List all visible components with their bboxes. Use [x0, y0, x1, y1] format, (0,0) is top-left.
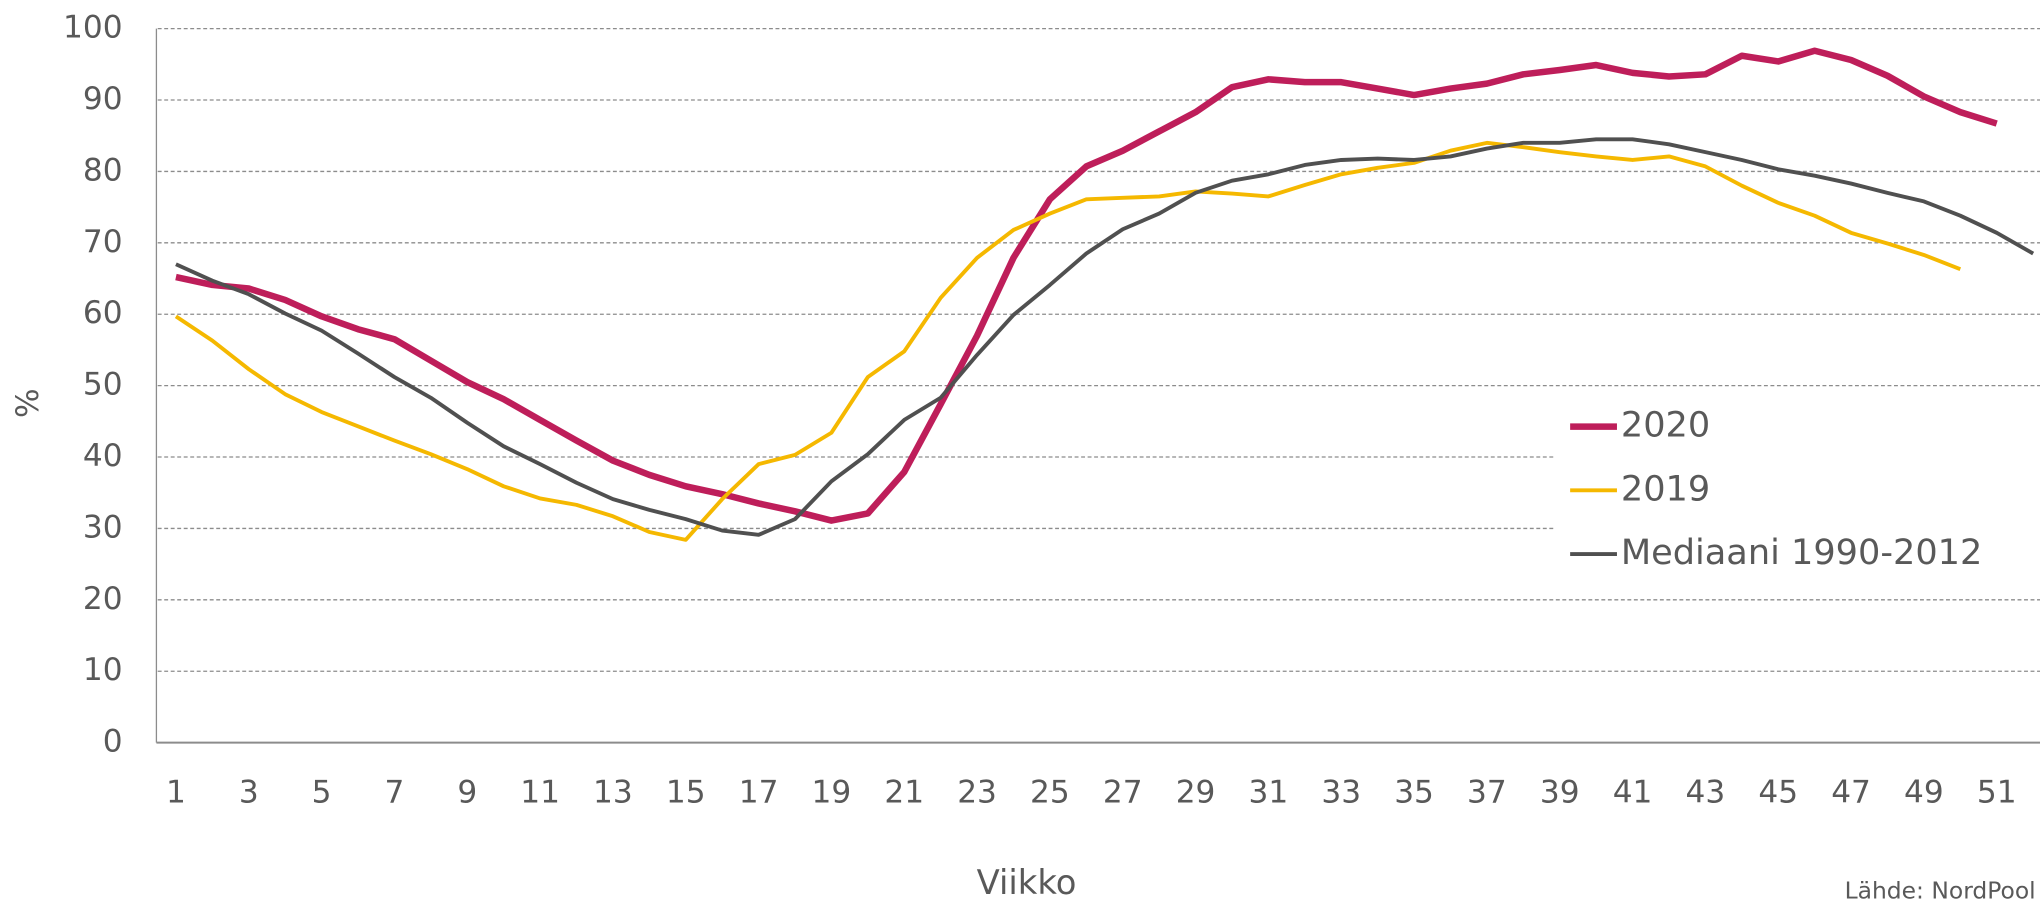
x-tick-label: 27 — [1103, 774, 1143, 810]
y-tick-label: 70 — [83, 224, 123, 260]
y-tick-label: 10 — [83, 652, 123, 688]
y-tick-label: 20 — [83, 581, 123, 617]
x-tick-label: 1 — [166, 774, 186, 810]
y-axis-label: % — [10, 388, 46, 418]
y-tick-label: 100 — [63, 10, 123, 46]
x-tick-label: 13 — [593, 774, 633, 810]
legend-label: 2019 — [1621, 468, 1710, 509]
source-note: Lähde: NordPool — [1845, 877, 2036, 900]
legend-label: Mediaani 1990-2012 — [1621, 532, 1983, 573]
series-line — [175, 137, 2035, 537]
x-tick-label: 15 — [666, 774, 706, 810]
x-tick-label: 11 — [520, 774, 560, 810]
y-tick-label: 30 — [83, 509, 123, 545]
x-tick-label: 45 — [1758, 774, 1798, 810]
x-tick-label: 19 — [812, 774, 852, 810]
x-tick-label: 35 — [1394, 774, 1434, 810]
x-tick-label: 33 — [1321, 774, 1361, 810]
x-tick-label: 39 — [1540, 774, 1580, 810]
y-tick-label: 40 — [83, 438, 123, 474]
x-tick-label: 21 — [884, 774, 924, 810]
series-line — [175, 47, 1998, 524]
x-tick-label: 23 — [957, 774, 997, 810]
y-tick-label: 0 — [103, 724, 123, 760]
x-tick-label: 37 — [1467, 774, 1507, 810]
x-tick-label: 29 — [1176, 774, 1216, 810]
x-tick-label: 3 — [239, 774, 259, 810]
x-tick-label: 43 — [1686, 774, 1726, 810]
y-tick-label: 60 — [83, 295, 123, 331]
x-tick-label: 17 — [739, 774, 779, 810]
x-tick-label: 31 — [1249, 774, 1289, 810]
x-tick-label: 41 — [1613, 774, 1653, 810]
x-tick-label: 9 — [457, 774, 477, 810]
x-axis-label: Viikko — [977, 863, 1077, 900]
series-line — [174, 140, 1962, 542]
y-tick-label: 90 — [83, 81, 123, 117]
x-tick-label: 7 — [384, 774, 404, 810]
x-tick-label: 49 — [1904, 774, 1944, 810]
legend-label: 2020 — [1621, 405, 1710, 446]
y-tick-label: 50 — [83, 367, 123, 403]
x-tick-label: 5 — [312, 774, 332, 810]
x-tick-label: 47 — [1831, 774, 1871, 810]
x-tick-label: 25 — [1030, 774, 1070, 810]
x-tick-label: 51 — [1977, 774, 2017, 810]
legend-background — [1554, 394, 2040, 590]
y-tick-label: 80 — [83, 152, 123, 188]
